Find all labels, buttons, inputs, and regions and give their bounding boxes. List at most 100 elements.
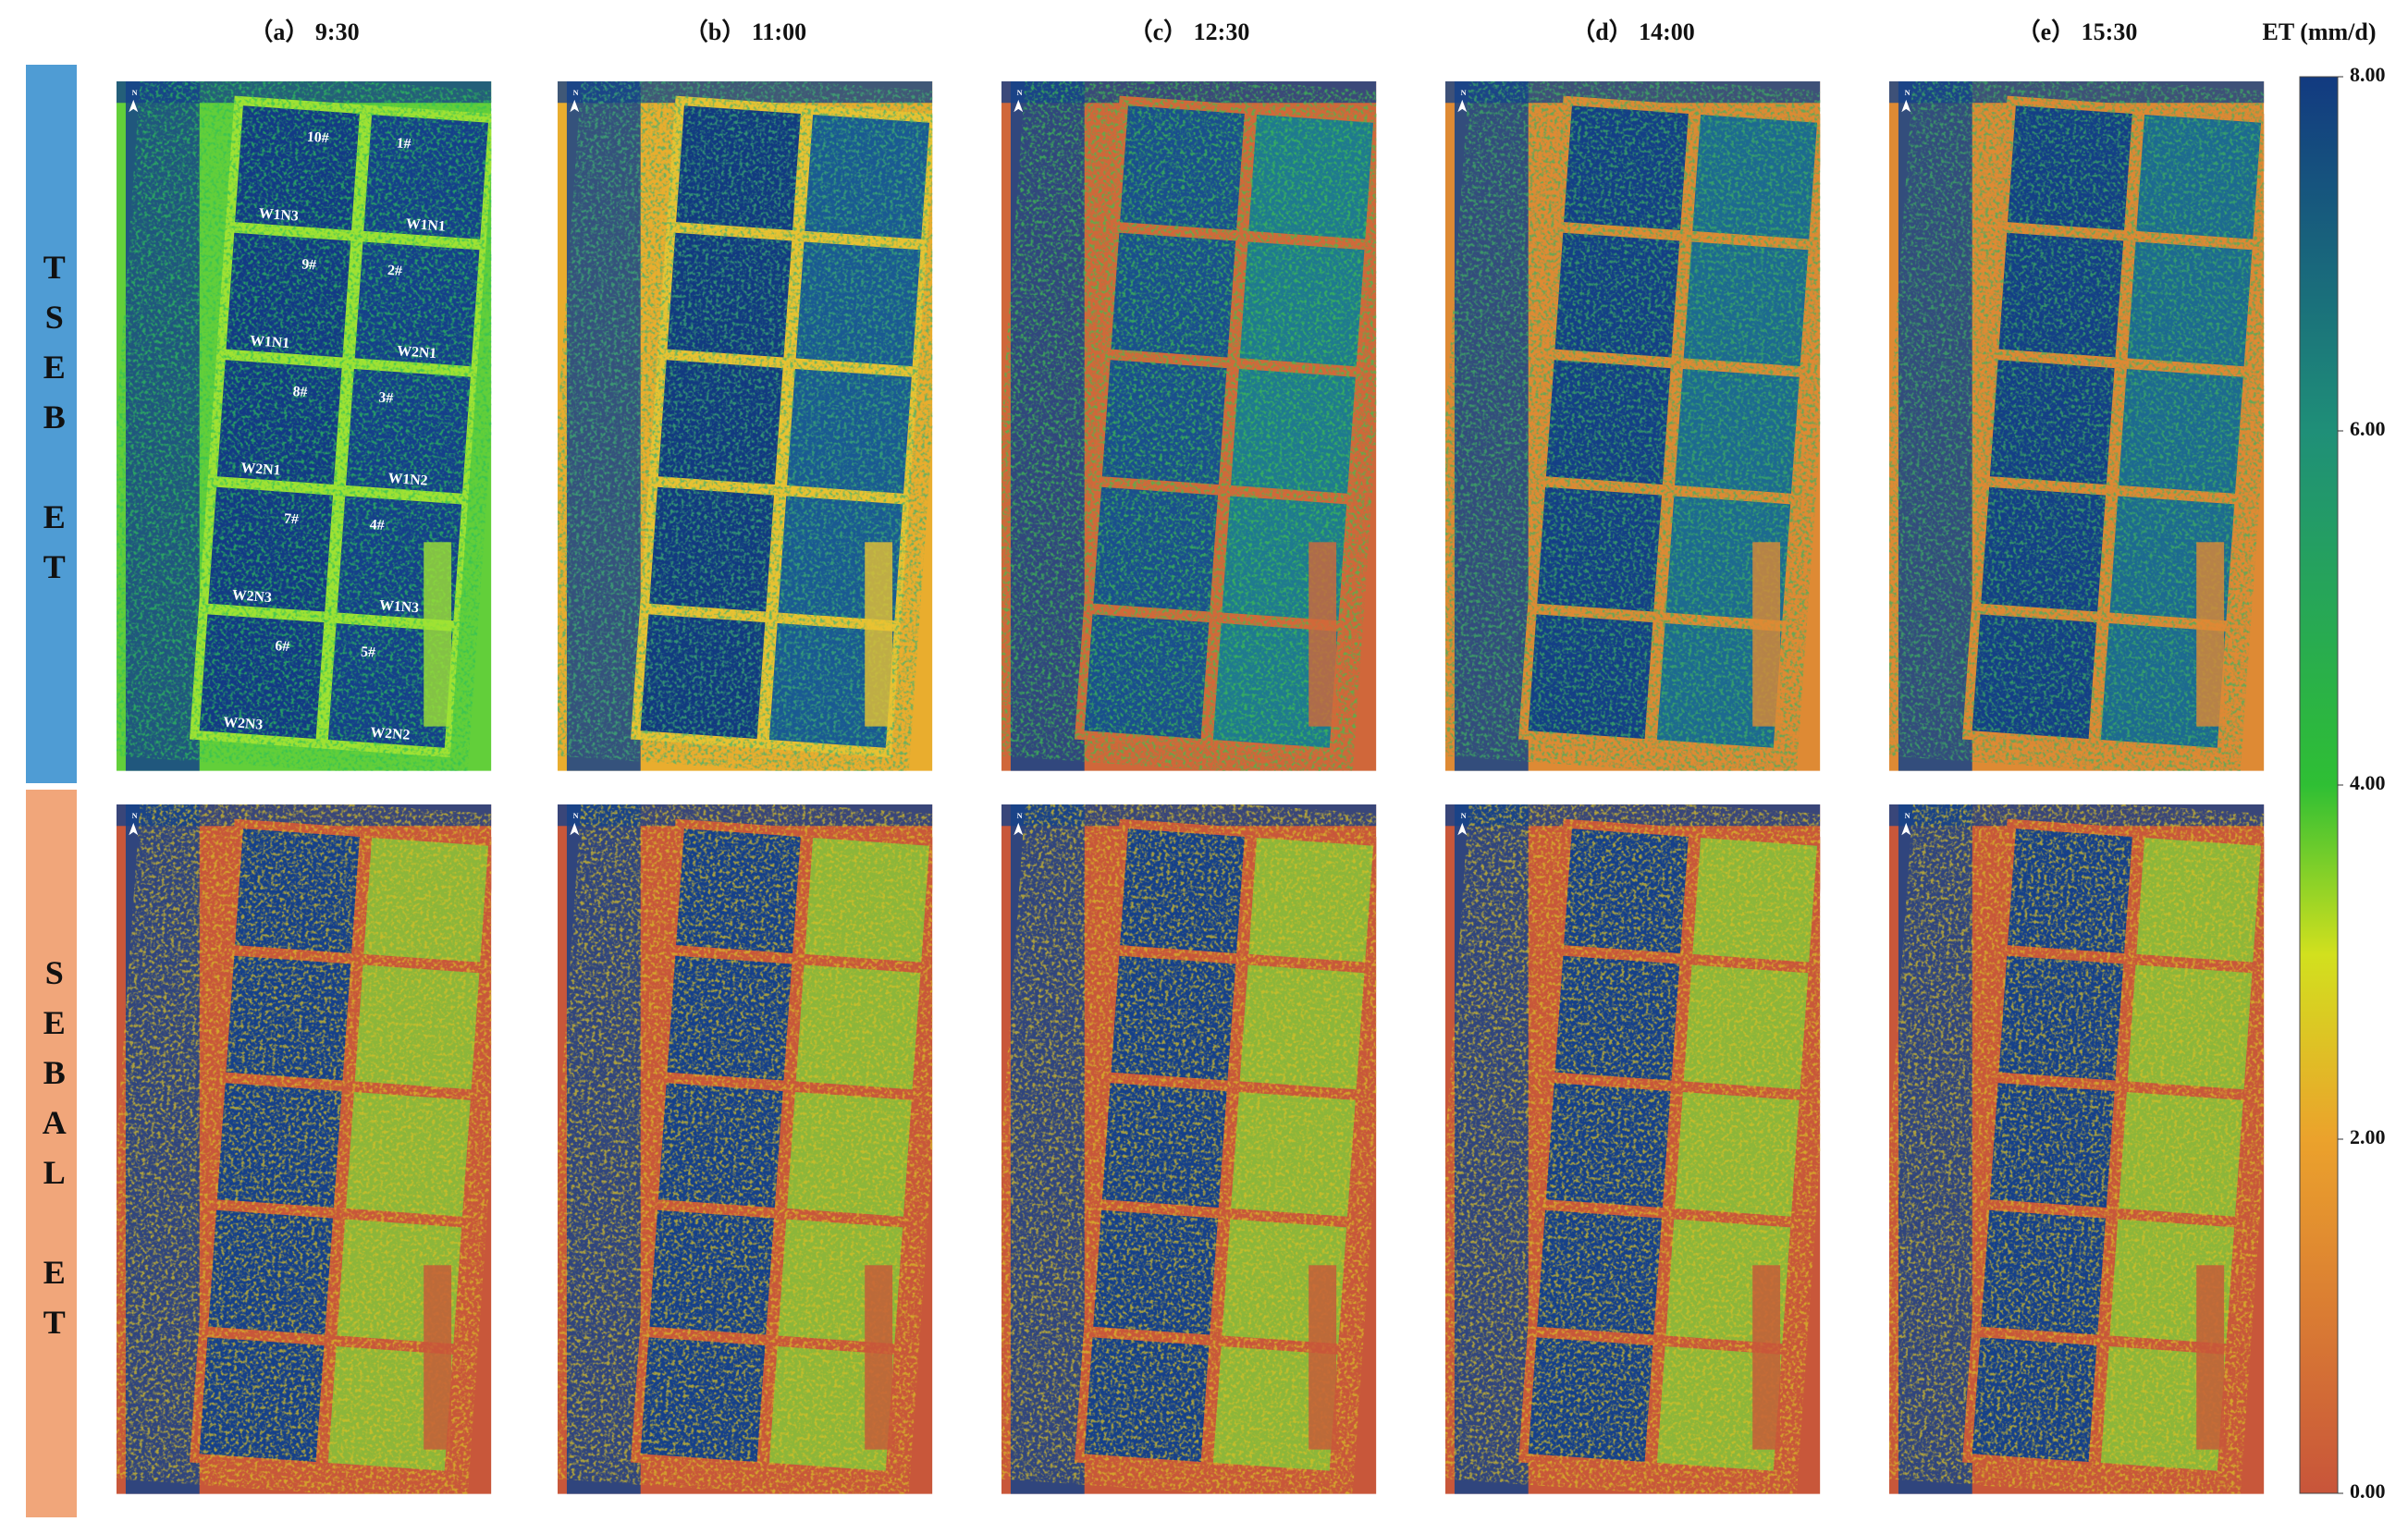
colorbar	[2299, 76, 2339, 1494]
tree-belt	[1889, 804, 2265, 827]
plot-texture	[1518, 95, 1821, 758]
plot-texture	[631, 95, 933, 758]
north-arrow	[1901, 99, 1911, 113]
field	[1962, 818, 2265, 1481]
map-content: 10# W1N3 9# W1N1 8# W2N1 7# W2N3 6# W2N3 1# W1N1 2# W…	[117, 81, 492, 771]
north-arrow	[1014, 822, 1024, 836]
field	[1075, 818, 1377, 1481]
plot-number: 5#	[361, 644, 376, 661]
column-title: （c） 12:30	[1129, 18, 1250, 45]
tree-belt	[1010, 804, 1085, 1494]
greenhouse	[1308, 1265, 1337, 1450]
map-panel: N	[1445, 81, 1821, 771]
map-content: N	[1001, 81, 1377, 771]
map-content: N	[1889, 81, 2265, 771]
map-panel: N	[1889, 804, 2265, 1494]
colorbar-tick-label: 2.00	[2350, 1125, 2386, 1148]
greenhouse	[1752, 1265, 1781, 1450]
colorbar-tick-label: 6.00	[2350, 417, 2386, 440]
north-arrow-label: N	[1017, 89, 1023, 97]
map-content: N	[1445, 804, 1821, 1494]
tree-belt	[1889, 81, 2265, 104]
tree-belt	[1445, 804, 1821, 827]
greenhouse	[865, 542, 893, 727]
north-arrow-label: N	[132, 89, 138, 97]
greenhouse	[424, 1265, 452, 1450]
field	[1518, 818, 1821, 1481]
greenhouse	[865, 1265, 893, 1450]
tree-belt	[1445, 81, 1821, 104]
plot-treatment: W2N2	[370, 725, 411, 743]
plot-treatment: W1N1	[250, 333, 290, 351]
tree-belt	[1010, 81, 1085, 771]
field	[631, 95, 933, 758]
greenhouse	[1308, 542, 1337, 727]
tree-belt	[1001, 81, 1377, 104]
greenhouse	[2196, 542, 2225, 727]
plot-number: 9#	[301, 256, 317, 273]
plot-texture	[1518, 818, 1821, 1481]
map-content: N	[1889, 804, 2265, 1494]
tree-belt	[1898, 804, 1972, 1494]
plot-number: 3#	[378, 389, 394, 406]
map-panel: N	[1889, 81, 2265, 771]
plot-texture	[190, 95, 492, 758]
greenhouse	[1752, 542, 1781, 727]
field	[1962, 95, 2265, 758]
map-content: N	[558, 81, 933, 771]
row-label: SEBAL ET	[36, 954, 73, 1354]
plot-texture	[190, 818, 492, 1481]
plot-treatment: W2N1	[240, 460, 281, 479]
greenhouse	[424, 542, 452, 727]
north-arrow-label: N	[1017, 812, 1023, 820]
plot-treatment: W2N1	[397, 343, 437, 362]
plot-texture	[631, 818, 933, 1481]
plot-number: 8#	[292, 384, 308, 400]
tree-belt	[558, 81, 933, 104]
field: 10# W1N3 9# W1N1 8# W2N1 7# W2N3 6# W2N3 1# W1N1 2# W…	[190, 95, 492, 758]
colorbar-tick-label: 0.00	[2350, 1479, 2386, 1503]
plot-treatment: W1N1	[405, 216, 446, 235]
tree-belt	[125, 804, 200, 1494]
north-arrow-label: N	[573, 89, 579, 97]
north-arrow	[129, 99, 139, 113]
plot-treatment: W1N3	[378, 597, 419, 616]
plot-number: 4#	[369, 517, 385, 534]
map-panel: N	[1001, 804, 1377, 1494]
tree-belt	[1454, 804, 1529, 1494]
north-arrow-label: N	[573, 812, 579, 820]
map-panel: N	[117, 804, 492, 1494]
map-panel: N	[1445, 804, 1821, 1494]
north-arrow	[570, 99, 580, 113]
plot-treatment: W2N3	[223, 715, 264, 733]
field	[1075, 95, 1377, 758]
plot-texture	[1075, 818, 1377, 1481]
north-arrow	[1014, 99, 1024, 113]
north-arrow	[129, 822, 139, 836]
plot-treatment: W1N3	[258, 206, 299, 225]
north-arrow-label: N	[1461, 89, 1467, 97]
tree-belt	[117, 81, 492, 104]
plot-texture	[1962, 818, 2265, 1481]
colorbar-tick-label: 4.00	[2350, 771, 2386, 794]
tree-belt	[1001, 804, 1377, 827]
north-arrow-label: N	[1905, 812, 1910, 820]
map-panel: 10# W1N3 9# W1N1 8# W2N1 7# W2N3 6# W2N3 1# W1N1 2# W…	[117, 81, 492, 771]
tree-belt	[566, 804, 641, 1494]
north-arrow-label: N	[1905, 89, 1910, 97]
colorbar-title: ET (mm/d)	[2262, 18, 2376, 45]
map-content: N	[558, 804, 933, 1494]
north-arrow	[1901, 822, 1911, 836]
tree-belt	[566, 81, 641, 771]
tree-belt	[125, 81, 200, 771]
map-panel: N	[558, 81, 933, 771]
tree-belt	[1454, 81, 1529, 771]
plot-number: 7#	[283, 511, 299, 528]
colorbar-tick-label: 8.00	[2350, 63, 2386, 86]
tree-belt	[1898, 81, 1972, 771]
column-title: （a） 9:30	[249, 18, 359, 45]
map-content: N	[1445, 81, 1821, 771]
